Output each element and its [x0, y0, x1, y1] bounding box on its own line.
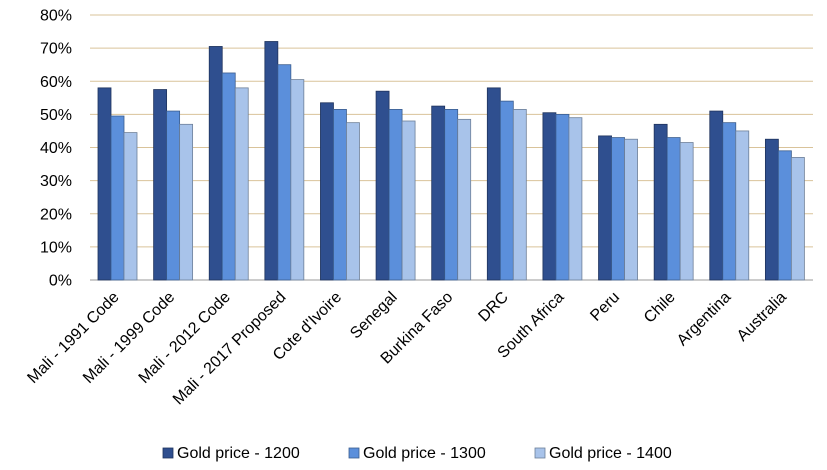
y-tick-label: 80% [40, 8, 72, 25]
legend-label: Gold price - 1400 [549, 445, 672, 462]
y-tick-label: 60% [40, 74, 72, 91]
bar [777, 150, 792, 281]
bar [790, 157, 805, 281]
bar [431, 105, 446, 281]
bar [375, 90, 390, 281]
bar [264, 41, 279, 281]
bar [624, 138, 638, 281]
bar [277, 64, 292, 281]
x-tick-label: Australia [734, 289, 790, 345]
legend-swatch [162, 447, 174, 459]
bar [208, 46, 223, 281]
x-tick-label: Argentina [674, 289, 735, 350]
y-tick-label: 40% [40, 140, 72, 157]
y-tick-label: 30% [40, 173, 72, 190]
bar [555, 113, 570, 281]
bar [290, 79, 305, 281]
bar [709, 110, 724, 281]
bar [97, 87, 112, 281]
x-tick-label: Mali - 1991 Code [24, 289, 122, 387]
x-tick-label: Peru [587, 289, 623, 325]
bar [320, 102, 334, 281]
bar [764, 138, 779, 281]
bar [123, 132, 138, 281]
bar [179, 123, 194, 281]
bar [221, 72, 236, 281]
x-tick-label: Chile [641, 289, 679, 327]
bar [568, 117, 583, 281]
bar [444, 109, 459, 281]
legend-label: Gold price - 1300 [363, 445, 486, 462]
bar [333, 109, 347, 281]
bar [388, 109, 403, 281]
x-tick-label: Senegal [347, 289, 401, 343]
bar [611, 137, 625, 281]
bar [653, 123, 668, 281]
bar [679, 142, 694, 281]
bar [666, 137, 681, 281]
bar [401, 120, 416, 281]
bar [346, 122, 360, 281]
y-tick-label: 0% [49, 273, 72, 290]
bar [457, 118, 472, 281]
x-tick-label: Mali - 2017 Proposed [170, 289, 290, 409]
bar [499, 100, 514, 281]
bar [722, 122, 737, 281]
y-tick-label: 70% [40, 41, 72, 58]
bar [735, 130, 750, 281]
bar [598, 135, 612, 281]
y-tick-label: 20% [40, 206, 72, 223]
legend-swatch [534, 447, 546, 459]
bar [153, 89, 168, 281]
y-tick-label: 10% [40, 239, 72, 256]
bar [512, 109, 527, 281]
x-tick-label: DRC [475, 289, 512, 326]
bar [542, 112, 557, 281]
bar [166, 110, 181, 281]
legend-label: Gold price - 1200 [177, 445, 300, 462]
bar [110, 115, 125, 281]
y-tick-label: 50% [40, 107, 72, 124]
bar [234, 87, 249, 281]
legend-swatch [348, 447, 360, 459]
bar [486, 87, 501, 281]
